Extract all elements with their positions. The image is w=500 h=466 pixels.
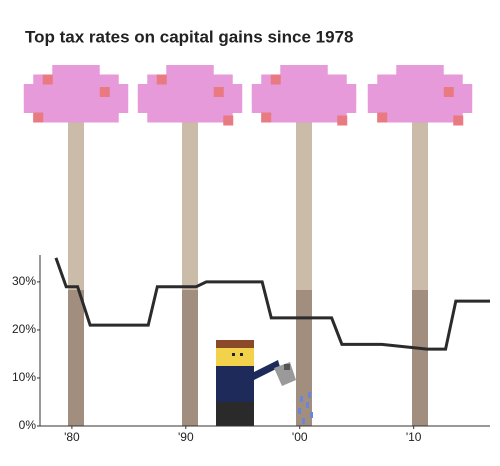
hair	[216, 340, 254, 348]
tree-canopy	[251, 103, 357, 113]
canopy-dot	[156, 74, 167, 85]
tree-canopy	[23, 84, 129, 94]
series-line	[54, 257, 490, 351]
tree-canopy	[147, 112, 233, 123]
water-drops	[298, 392, 313, 424]
body	[216, 366, 254, 402]
gardener	[216, 340, 313, 426]
tree-canopy	[52, 65, 100, 75]
canopy-dot	[270, 74, 281, 85]
y-tick-label: 20%	[12, 322, 36, 336]
y-tick-label: 10%	[12, 370, 36, 384]
arm	[254, 360, 280, 380]
canopy-dot	[377, 112, 388, 123]
eye	[240, 353, 243, 356]
watering-can	[274, 362, 296, 386]
x-tick-label: '90	[178, 430, 194, 444]
canopy-dot	[99, 87, 110, 97]
tree-canopy	[147, 74, 233, 85]
face	[216, 348, 254, 366]
tree-canopy	[396, 65, 444, 75]
tree-canopy	[377, 74, 463, 85]
x-tick-label: '80	[64, 430, 80, 444]
tree-canopy	[23, 103, 129, 113]
tree-canopy	[251, 93, 357, 104]
tree-trunk-lower	[68, 290, 84, 426]
tree-trunk-lower	[182, 290, 198, 426]
tree-canopy	[33, 74, 119, 85]
y-tick-label: 30%	[12, 274, 36, 288]
tree-canopy	[137, 84, 243, 94]
tree-canopy	[251, 84, 357, 94]
tree-canopy	[33, 112, 119, 123]
canopy-dot	[261, 112, 272, 123]
tree-canopy	[23, 93, 129, 104]
x-tick-label: '00	[292, 430, 308, 444]
canopy-dot	[223, 115, 234, 126]
tree-canopy	[261, 112, 347, 123]
tree-trunk-lower	[412, 290, 428, 426]
tree-trunk-lower	[296, 290, 312, 426]
canopy-dot	[42, 74, 53, 85]
tree-canopy	[137, 103, 243, 113]
canopy-dot	[337, 115, 348, 126]
canopy-dot	[213, 87, 224, 97]
eye	[232, 353, 235, 356]
tree-canopy	[367, 93, 473, 104]
canopy-dot	[443, 87, 454, 97]
can-handle	[284, 364, 290, 370]
y-tick-label: 0%	[19, 418, 37, 432]
chart-title: Top tax rates on capital gains since 197…	[25, 27, 353, 46]
tree-canopy	[261, 74, 347, 85]
tree-canopy	[367, 103, 473, 113]
canopy-dot	[453, 115, 464, 126]
illustration	[23, 65, 473, 426]
tree-canopy	[377, 112, 463, 123]
tree-canopy	[367, 84, 473, 94]
tree-canopy	[166, 65, 214, 75]
x-tick-label: '10	[406, 430, 422, 444]
canopy-dot	[33, 112, 44, 123]
tree-canopy	[137, 93, 243, 104]
tree-canopy	[280, 65, 328, 75]
legs	[216, 402, 254, 426]
